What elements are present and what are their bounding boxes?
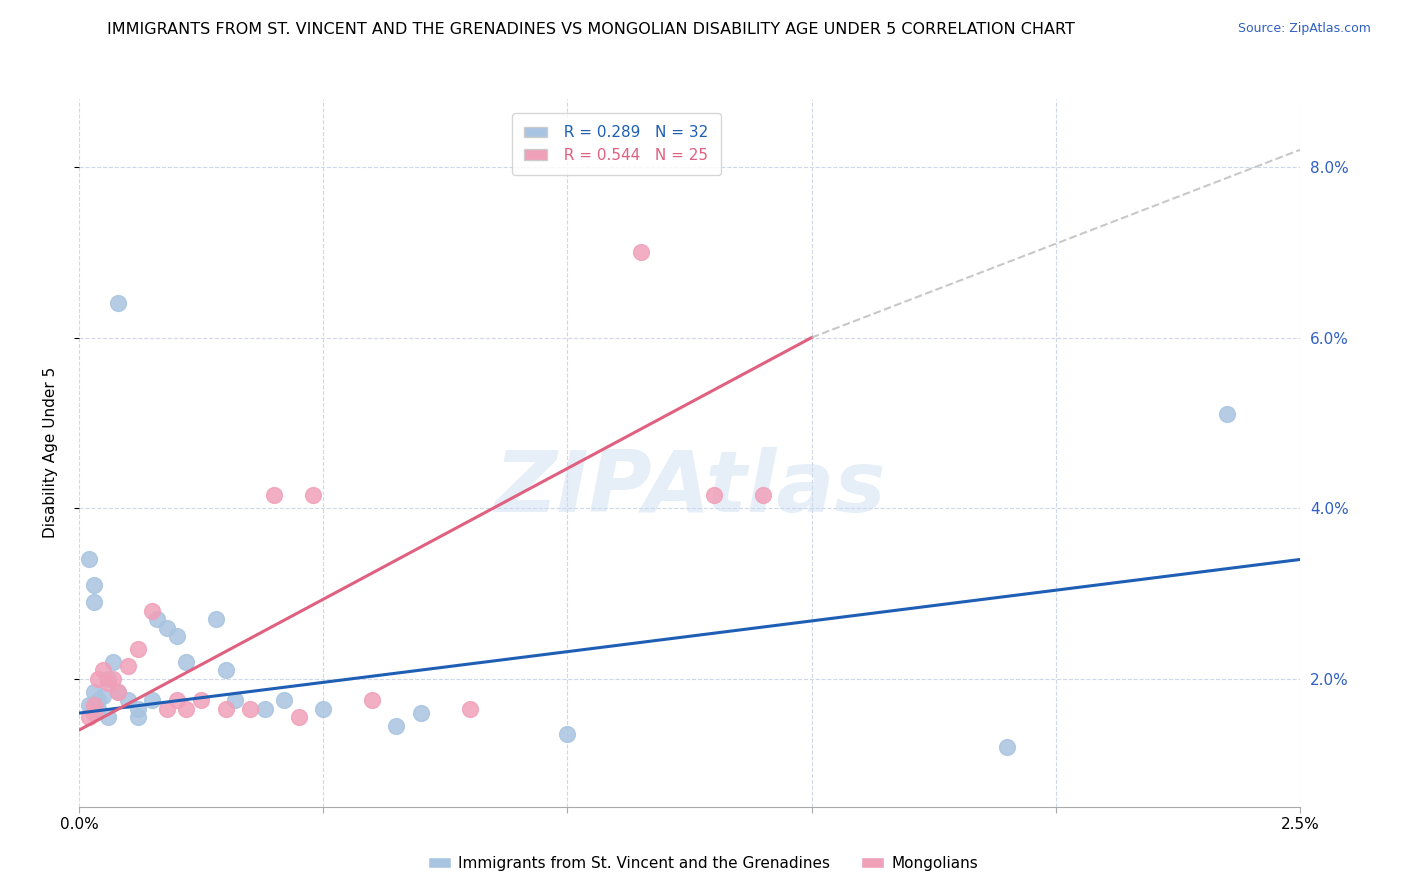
Point (127, 710, 149, 724)
Point (127, 642, 149, 657)
Point (93, 689, 115, 703)
Point (1216, 408, 1239, 422)
Text: ZIPAtlas: ZIPAtlas (494, 447, 886, 530)
Point (77, 552, 100, 566)
Point (117, 659, 139, 673)
Point (239, 702, 262, 716)
Point (97, 710, 120, 724)
Point (995, 740, 1018, 755)
Point (83, 698, 105, 712)
Text: IMMIGRANTS FROM ST. VINCENT AND THE GRENADINES VS MONGOLIAN DISABILITY AGE UNDER: IMMIGRANTS FROM ST. VINCENT AND THE GREN… (107, 22, 1074, 37)
Point (117, 693, 139, 707)
Point (87, 693, 110, 707)
Point (312, 702, 335, 716)
Point (77, 698, 100, 712)
Point (214, 664, 236, 678)
Point (204, 612, 226, 626)
Point (97, 672, 120, 686)
Legend: Immigrants from St. Vincent and the Grenadines, Mongolians: Immigrants from St. Vincent and the Gren… (422, 850, 984, 877)
Point (409, 706, 432, 720)
Point (77, 710, 100, 724)
Point (557, 727, 579, 741)
Legend:   R = 0.289   N = 32,   R = 0.544   N = 25: R = 0.289 N = 32, R = 0.544 N = 25 (512, 113, 721, 176)
Point (630, 245, 652, 260)
Point (107, 685, 129, 699)
Point (83, 685, 105, 699)
Point (214, 702, 236, 716)
Point (176, 655, 198, 669)
Point (146, 612, 169, 626)
Point (101, 672, 124, 686)
Point (83, 595, 105, 609)
Point (273, 693, 295, 707)
Point (703, 488, 725, 502)
Point (156, 702, 179, 716)
Point (302, 488, 325, 502)
Point (83, 706, 105, 720)
Point (97, 676, 120, 690)
Point (156, 621, 179, 635)
Point (458, 702, 481, 716)
Point (166, 629, 188, 643)
Point (107, 685, 129, 699)
Point (107, 296, 129, 310)
Point (87, 702, 110, 716)
Y-axis label: Disability Age Under 5: Disability Age Under 5 (44, 368, 58, 539)
Point (87, 672, 110, 686)
Point (288, 710, 311, 724)
Point (141, 693, 163, 707)
Point (361, 693, 384, 707)
Point (166, 693, 188, 707)
Point (385, 719, 408, 733)
Point (190, 693, 212, 707)
Point (141, 604, 163, 618)
Point (752, 488, 775, 502)
Point (93, 664, 115, 678)
Point (83, 578, 105, 592)
Point (176, 702, 198, 716)
Point (101, 655, 124, 669)
Point (253, 702, 276, 716)
Point (263, 488, 285, 502)
Text: Source: ZipAtlas.com: Source: ZipAtlas.com (1237, 22, 1371, 36)
Point (127, 702, 149, 716)
Point (224, 693, 246, 707)
